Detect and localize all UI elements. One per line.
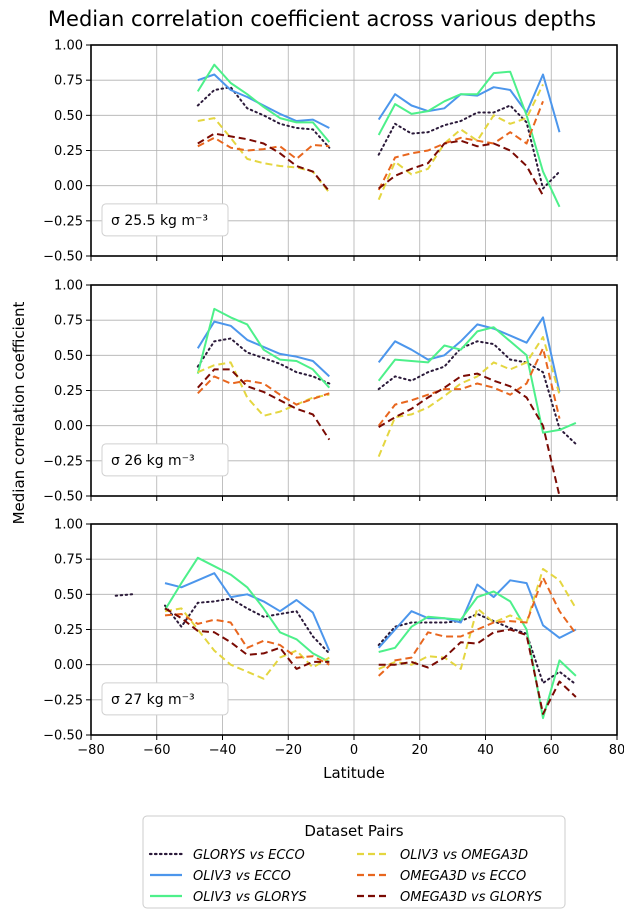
- y-tick-label: −0.25: [43, 454, 83, 469]
- x-tick-label: −60: [143, 743, 170, 758]
- series-line-omega3d-vs-glorys: [164, 607, 577, 715]
- series-line-oliv3-vs-glorys: [164, 556, 577, 720]
- series-line-glorys-vs-ecco: [196, 337, 577, 445]
- y-tick-label: 0.00: [54, 179, 83, 194]
- x-tick-label: 80: [609, 743, 624, 758]
- panel-label-box: [101, 443, 229, 477]
- series-line-omega3d-vs-ecco: [197, 100, 544, 191]
- series-line-oliv3-vs-glorys: [196, 307, 577, 434]
- panel-label-box: [101, 682, 229, 716]
- chart-title: Median correlation coefficient across va…: [48, 7, 596, 31]
- x-tick-label: −40: [209, 743, 236, 758]
- chart-panels: −0.50 −0.25 0.00 0.25 0.50 0.75 1.00 σ 25.5 kg …: [43, 39, 624, 759]
- y-tick-label: 0.50: [54, 109, 83, 124]
- legend-entry-label: OMEGA3D vs GLORYS: [400, 890, 542, 905]
- y-tick-label: −0.50: [43, 490, 83, 505]
- legend-frame: [142, 815, 566, 909]
- y-tick-label: 1.00: [54, 518, 83, 533]
- x-axis-label: Latitude: [323, 764, 385, 782]
- panel-2: −0.50 −0.25 0.00 0.25 0.50 0.75 1.00 σ 26 kg m⁻…: [43, 279, 618, 505]
- y-tick-label: 1.00: [54, 279, 83, 294]
- legend-title: Dataset Pairs: [304, 822, 403, 840]
- x-tick-label: 0: [350, 743, 358, 758]
- panel-label: σ 26 kg m⁻³: [111, 453, 195, 469]
- series-line-glorys-vs-ecco: [114, 593, 577, 686]
- panel-label: σ 25.5 kg m⁻³: [111, 213, 208, 229]
- legend-entry-label: GLORYS vs ECCO: [193, 848, 305, 863]
- y-tick-label: 0.00: [54, 419, 83, 434]
- series-line-omega3d-vs-ecco: [164, 576, 577, 677]
- series-line-oliv3-vs-glorys: [196, 63, 561, 208]
- x-tick-label: −20: [275, 743, 302, 758]
- legend-entry-label: OMEGA3D vs ECCO: [400, 869, 526, 884]
- y-tick-label: 0.25: [54, 384, 83, 399]
- panel-1: −0.50 −0.25 0.00 0.25 0.50 0.75 1.00 σ 25.5 kg …: [43, 39, 618, 265]
- y-tick-label: 0.75: [54, 553, 83, 568]
- y-tick-label: −0.25: [43, 214, 83, 229]
- x-tick-label: −80: [77, 743, 104, 758]
- panel-label-box: [101, 203, 229, 237]
- legend-entry-label: OLIV3 vs ECCO: [193, 869, 291, 884]
- y-tick-label: 1.00: [54, 39, 83, 54]
- legend-entry-label: OLIV3 vs OMEGA3D: [400, 848, 528, 863]
- y-tick-label: 0.50: [54, 588, 83, 603]
- y-tick-label: −0.50: [43, 250, 83, 265]
- series-line-oliv3-vs-ecco: [197, 73, 561, 133]
- series-line-oliv3-vs-omega3d: [164, 568, 577, 680]
- series-line-omega3d-vs-glorys: [197, 132, 544, 196]
- y-tick-label: −0.25: [43, 693, 83, 708]
- x-tick-label: 20: [411, 743, 428, 758]
- series-line-oliv3-vs-omega3d: [197, 83, 544, 201]
- y-tick-label: 0.50: [54, 349, 83, 364]
- series-line-omega3d-vs-glorys: [197, 368, 561, 497]
- series-line-oliv3-vs-ecco: [196, 316, 561, 393]
- x-tick-label: 60: [543, 743, 560, 758]
- y-tick-label: 0.25: [54, 144, 83, 159]
- series-line-oliv3-vs-ecco: [164, 572, 577, 651]
- legend: Dataset Pairs GLORYS vs ECCO OLIV3 vs OMEG…: [142, 815, 566, 909]
- y-axis-label: Median correlation coefficient: [10, 302, 28, 525]
- x-tick-label: 40: [477, 743, 494, 758]
- y-tick-label: 0.25: [54, 623, 83, 638]
- panel-3: −0.50 −0.25 0.00 0.25 0.50 0.75 1.00 −80 −60 −40 −…: [43, 518, 624, 759]
- y-tick-label: 0.00: [54, 658, 83, 673]
- series-line-glorys-vs-ecco: [196, 86, 561, 190]
- panel-label: σ 27 kg m⁻³: [111, 692, 195, 708]
- y-tick-label: 0.75: [54, 314, 83, 329]
- y-tick-label: 0.75: [54, 74, 83, 89]
- y-tick-label: −0.50: [43, 729, 83, 744]
- series-line-omega3d-vs-ecco: [197, 347, 561, 427]
- legend-entry-label: OLIV3 vs GLORYS: [193, 890, 307, 905]
